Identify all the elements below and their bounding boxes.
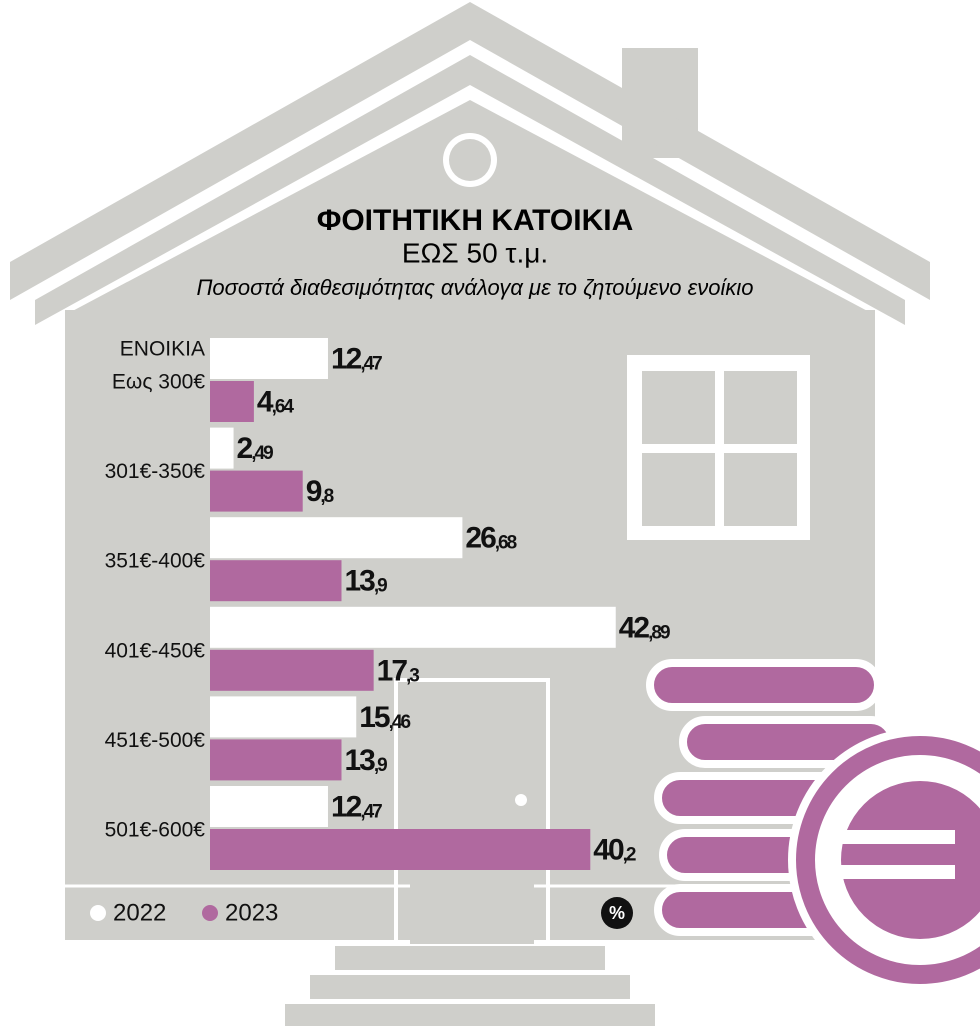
y-tick-label: 401€-450€ [105,639,206,662]
value-label-int: 12 [331,790,362,823]
value-label: 12,47 [331,342,382,375]
bar [210,470,303,512]
bar [210,560,342,602]
value-label-dec: ,89 [648,622,670,643]
legend-swatch [202,905,218,921]
legend-label: 2022 [113,899,166,926]
unit-label: % [609,903,625,923]
value-label: 13,9 [344,744,387,777]
value-label-int: 40 [593,833,624,866]
bar [210,517,463,559]
chart-title: ΕΩΣ 50 τ.μ. [402,237,548,268]
value-label-int: 26 [465,522,496,555]
value-label: 42,89 [619,611,670,644]
value-label-dec: ,46 [389,712,411,733]
value-label-dec: ,47 [360,802,382,823]
value-label: 13,9 [344,565,387,598]
y-tick-label: Εως 300€ [112,371,205,394]
bar [210,649,374,691]
value-label-int: 4 [257,385,274,418]
chart-title: ΦΟΙΤΗΤΙΚΗ ΚΑΤΟΙΚΙΑ [317,204,634,237]
value-label: 4,64 [257,385,295,418]
value-label: 12,47 [331,790,382,823]
bar [210,739,342,781]
value-label-int: 9 [306,475,322,508]
value-label-int: 42 [619,611,650,644]
y-tick-label: 451€-500€ [105,729,206,752]
bar [210,829,591,870]
legend-swatch [90,905,106,921]
value-label: 26,68 [465,522,516,555]
value-label-int: 15 [359,701,390,734]
chart-subtitle: Ποσοστά διαθεσιμότητας ανάλογα με το ζητ… [196,275,753,300]
value-label: 17,3 [377,654,420,687]
value-label-dec: ,64 [272,397,295,418]
bar [210,381,254,422]
unit-badge [601,897,633,929]
value-label-dec: ,49 [251,443,273,464]
value-label-int: 12 [331,342,362,375]
value-label-int: 2 [237,432,253,465]
value-label: 15,46 [359,701,410,734]
y-tick-label: 501€-600€ [105,819,206,842]
value-label-dec: ,2 [623,845,636,866]
value-label-dec: ,68 [495,533,517,554]
value-label: 40,2 [593,833,636,866]
legend-label: 2023 [225,899,278,926]
coins [646,659,980,992]
value-label-dec: ,9 [374,755,387,776]
axis-label: ΕΝΟΙΚΙΑ [120,338,205,361]
value-label-dec: ,47 [360,354,382,375]
bar [210,786,328,827]
value-label-int: 13 [344,565,375,598]
bar [210,338,328,379]
bar [210,427,234,469]
value-label-dec: ,9 [374,576,387,597]
value-label: 9,8 [306,475,334,508]
y-tick-label: 301€-350€ [105,460,206,483]
value-label: 2,49 [237,432,274,465]
y-tick-label: 351€-400€ [105,550,206,573]
value-label-dec: ,3 [406,665,419,686]
bar [210,696,357,738]
value-label-int: 13 [344,744,375,777]
value-label-int: 17 [377,654,408,687]
bar [210,606,616,648]
value-label-dec: ,8 [320,486,333,507]
